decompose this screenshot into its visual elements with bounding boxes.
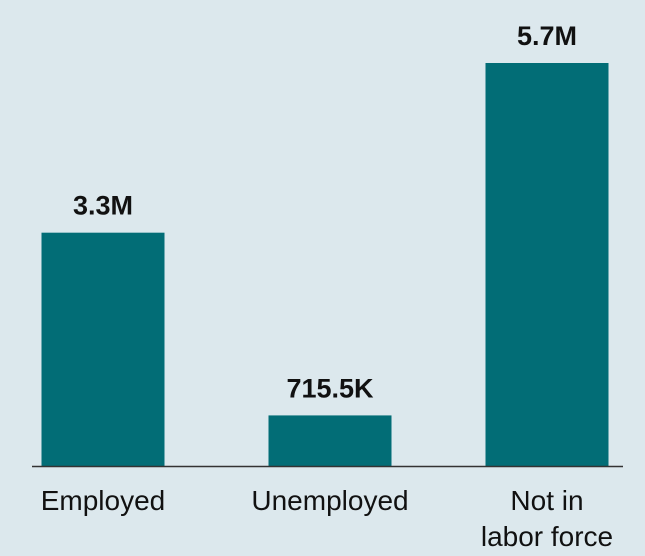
category-label-1-line-0: Unemployed <box>251 485 408 516</box>
category-label-0-line-0: Employed <box>41 485 166 516</box>
bar-1 <box>268 415 392 466</box>
value-label-2: 5.7M <box>517 21 577 51</box>
bars-group <box>41 63 609 466</box>
bar-2 <box>485 63 609 466</box>
category-label-2-line-1: labor force <box>481 521 613 552</box>
bar-0 <box>41 232 165 466</box>
category-label-2-line-0: Not in <box>510 485 583 516</box>
category-labels-group: Employed Unemployed Not in labor force <box>41 485 613 552</box>
value-labels-group: 3.3M 715.5K 5.7M <box>73 21 577 403</box>
value-label-0: 3.3M <box>73 191 133 221</box>
value-label-1: 715.5K <box>286 373 374 403</box>
